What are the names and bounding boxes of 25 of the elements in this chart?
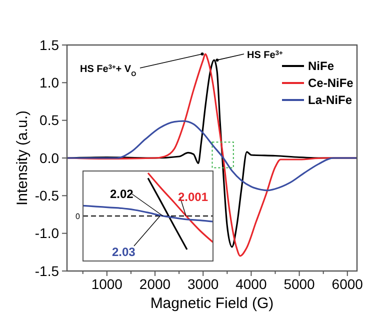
y-tick-label: -1.0 xyxy=(34,225,60,242)
legend-label: Ce-NiFe xyxy=(308,76,354,90)
y-tick-label: 0.5 xyxy=(40,112,60,128)
annotation: 2.02 xyxy=(110,187,134,201)
y-tick-label: 0.0 xyxy=(40,150,60,166)
legend-label: NiFe xyxy=(308,59,334,74)
annotation: 2.001 xyxy=(178,190,208,204)
y-tick-label: -0.5 xyxy=(34,188,60,204)
annotation: HS Fe$^{3+}$ xyxy=(247,50,283,61)
annotation: 2.03 xyxy=(112,245,136,259)
legend-label: La-NiFe xyxy=(308,93,352,108)
x-tick-label: 2000 xyxy=(139,276,171,292)
x-tick-label: 3000 xyxy=(188,276,219,292)
ref-line-label: 0 xyxy=(76,212,81,221)
y-tick-label: 1.5 xyxy=(40,36,60,53)
x-axis-title: Magnetic Field (G) xyxy=(150,295,274,312)
x-tick-label: 4000 xyxy=(236,276,267,292)
x-tick-label: 5000 xyxy=(284,276,316,292)
line-series xyxy=(67,120,357,192)
x-tick-label: 1000 xyxy=(91,276,123,292)
annotation: HS Fe$^{3+}$+ V$_{O}$ xyxy=(80,64,136,78)
y-tick-label: -1.5 xyxy=(34,262,60,279)
x-tick-label: 6000 xyxy=(332,276,364,292)
y-axis-title: Intensity (a.u.) xyxy=(14,110,31,206)
y-tick-label: 1.0 xyxy=(40,74,60,91)
